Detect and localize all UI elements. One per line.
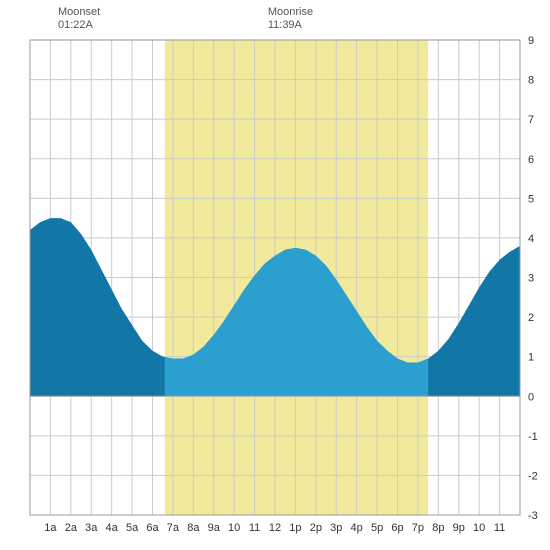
x-tick-label: 9a: [208, 522, 221, 534]
y-tick-label: 0: [528, 391, 534, 403]
x-tick-label: 12: [269, 522, 281, 534]
moonrise-caption: Moonrise: [268, 6, 313, 19]
y-tick-label: 2: [528, 312, 534, 324]
x-tick-label: 6p: [391, 522, 403, 534]
x-tick-label: 2a: [65, 522, 78, 534]
x-tick-label: 4p: [351, 522, 363, 534]
x-tick-label: 3a: [85, 522, 98, 534]
y-tick-label: -1: [528, 431, 538, 443]
y-tick-label: 9: [528, 35, 534, 47]
tide-chart-container: Moonset 01:22A Moonrise 11:39A -3-2-1012…: [0, 0, 550, 550]
x-tick-label: 7a: [167, 522, 180, 534]
x-tick-label: 1a: [44, 522, 57, 534]
x-tick-label: 5p: [371, 522, 383, 534]
x-tick-label: 8p: [432, 522, 444, 534]
y-tick-label: 8: [528, 75, 534, 87]
y-tick-label: -3: [528, 510, 538, 522]
x-tick-label: 9p: [453, 522, 465, 534]
y-tick-label: -2: [528, 470, 538, 482]
moonset-label: Moonset 01:22A: [58, 6, 100, 32]
x-tick-label: 11: [249, 522, 260, 534]
x-tick-label: 8a: [187, 522, 200, 534]
x-tick-label: 5a: [126, 522, 139, 534]
x-tick-label: 4a: [106, 522, 119, 534]
x-tick-label: 7p: [412, 522, 424, 534]
x-tick-label: 10: [228, 522, 240, 534]
x-tick-label: 10: [473, 522, 485, 534]
x-tick-label: 1p: [289, 522, 301, 534]
y-tick-label: 1: [528, 352, 534, 364]
y-tick-label: 5: [528, 193, 534, 205]
y-tick-label: 4: [528, 233, 534, 245]
x-tick-label: 11: [494, 522, 505, 534]
moonset-time: 01:22A: [58, 19, 100, 32]
moonrise-time: 11:39A: [268, 19, 313, 32]
y-tick-label: 3: [528, 273, 534, 285]
moonset-caption: Moonset: [58, 6, 100, 19]
tide-chart-svg: -3-2-101234567891a2a3a4a5a6a7a8a9a101112…: [0, 0, 550, 550]
x-tick-label: 6a: [146, 522, 159, 534]
y-tick-label: 7: [528, 114, 534, 126]
y-tick-label: 6: [528, 154, 534, 166]
x-tick-label: 2p: [310, 522, 322, 534]
x-tick-label: 3p: [330, 522, 342, 534]
moonrise-label: Moonrise 11:39A: [268, 6, 313, 32]
